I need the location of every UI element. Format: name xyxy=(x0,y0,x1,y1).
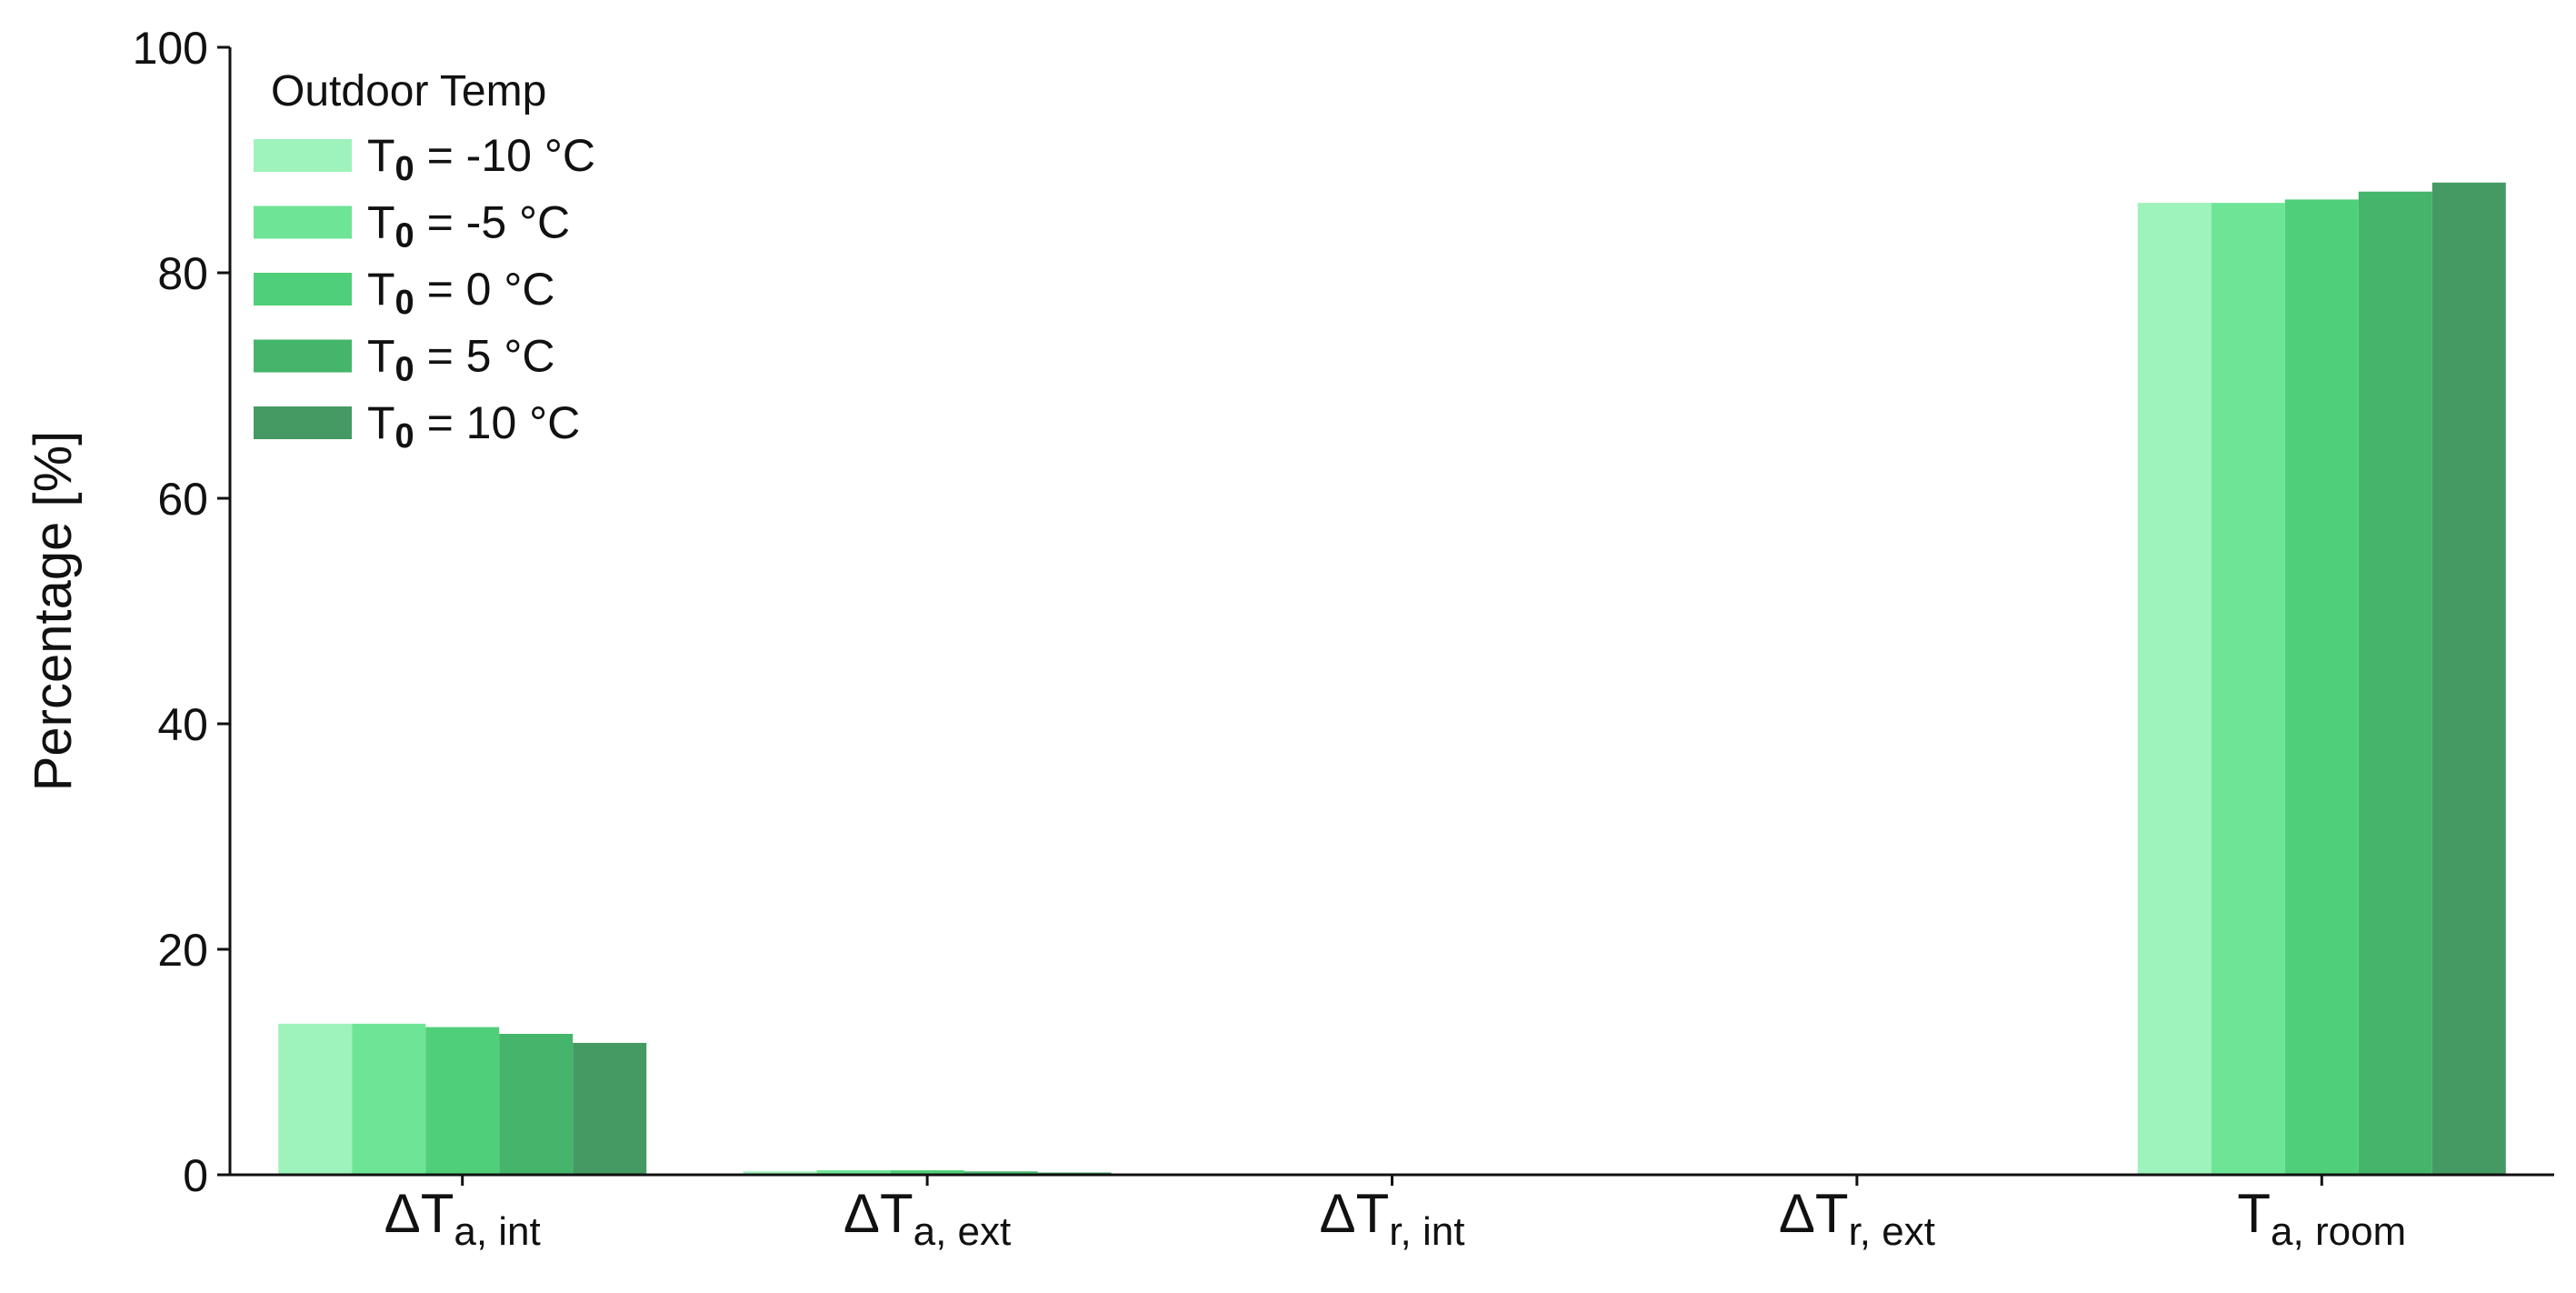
legend-item-main: T xyxy=(367,331,395,382)
x-tick-label-sub: r, ext xyxy=(1849,1209,1935,1254)
x-tick-label-sub: r, int xyxy=(1389,1209,1464,1254)
legend-title: Outdoor Temp xyxy=(271,67,546,115)
x-tick-label: ΔTr, int xyxy=(1320,1183,1465,1254)
legend-item-rest: = 5 °C xyxy=(414,331,555,382)
y-tick-label: 60 xyxy=(157,474,208,525)
bar-0-4 xyxy=(573,1042,647,1175)
legend-swatch xyxy=(254,339,352,373)
x-tick-label-main: ΔT xyxy=(1779,1183,1849,1244)
x-tick-label-main: T xyxy=(2237,1183,2271,1244)
axes-layer xyxy=(217,45,2554,1186)
legend-item-main: T xyxy=(367,397,395,448)
legend-item-sub: 0 xyxy=(395,417,414,456)
x-tick-label-sub: a, ext xyxy=(914,1209,1012,1254)
legend-item-main: T xyxy=(367,130,395,181)
x-tick-label: ΔTa, int xyxy=(384,1183,541,1254)
bar-0-3 xyxy=(499,1034,574,1175)
bar-4-0 xyxy=(2137,203,2212,1175)
y-axis-label: Percentage [%] xyxy=(24,431,83,792)
x-tick-label-main: ΔT xyxy=(384,1183,454,1244)
bar-0-2 xyxy=(425,1027,500,1175)
legend-item: T0 = 5 °C xyxy=(367,331,554,389)
x-tick-label-sub: a, int xyxy=(454,1209,540,1254)
bars-layer xyxy=(278,182,2506,1176)
y-tick-label: 100 xyxy=(133,23,208,74)
legend-item-sub: 0 xyxy=(395,217,414,256)
legend-swatch xyxy=(254,205,352,239)
bar-1-1 xyxy=(816,1170,891,1175)
legend-item: T0 = 0 °C xyxy=(367,264,554,322)
legend-item-main: T xyxy=(367,264,395,315)
x-tick-label-sub: a, room xyxy=(2271,1209,2406,1254)
x-tick-label: Ta, room xyxy=(2237,1183,2406,1254)
legend-swatch xyxy=(254,139,352,172)
legend-swatch xyxy=(254,273,352,306)
x-tick-label: ΔTa, ext xyxy=(844,1183,1011,1254)
y-tick-label: 0 xyxy=(183,1150,208,1201)
x-tick-label-main: ΔT xyxy=(1320,1183,1390,1244)
legend-item-rest: = -5 °C xyxy=(414,197,570,248)
bar-4-1 xyxy=(2211,203,2285,1175)
bar-0-0 xyxy=(278,1023,353,1175)
legend-item-rest: = 10 °C xyxy=(414,397,581,448)
legend-item: T0 = -5 °C xyxy=(367,197,570,256)
bar-4-4 xyxy=(2431,182,2506,1175)
legend-item-rest: = -10 °C xyxy=(414,130,595,181)
legend-item-sub: 0 xyxy=(395,351,414,389)
legend-item: T0 = 10 °C xyxy=(367,397,580,456)
y-tick-label: 40 xyxy=(157,699,208,750)
bar-1-2 xyxy=(890,1170,964,1175)
y-tick-label: 20 xyxy=(157,925,208,976)
legend-swatch xyxy=(254,406,352,439)
x-tick-label: ΔTr, ext xyxy=(1779,1183,1935,1254)
legend-item-rest: = 0 °C xyxy=(414,264,555,315)
y-tick-label: 80 xyxy=(157,248,208,299)
legend-item-sub: 0 xyxy=(395,284,414,322)
legend-item-main: T xyxy=(367,197,395,248)
bar-4-2 xyxy=(2284,199,2359,1175)
legend-item: T0 = -10 °C xyxy=(367,130,595,188)
bar-1-3 xyxy=(964,1171,1038,1175)
legend-item-sub: 0 xyxy=(395,150,414,188)
bar-4-3 xyxy=(2358,191,2432,1176)
bar-1-0 xyxy=(743,1171,817,1175)
x-tick-label-main: ΔT xyxy=(844,1183,914,1244)
bar-0-1 xyxy=(352,1023,426,1175)
